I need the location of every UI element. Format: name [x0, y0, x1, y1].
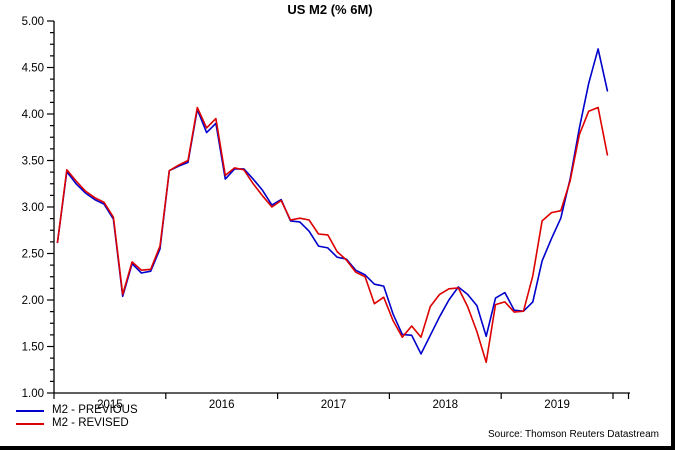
source-attribution: Source: Thomson Reuters Datastream	[487, 429, 659, 440]
y-tick-label: 1.00	[22, 388, 44, 400]
y-tick-label: 5.00	[22, 16, 44, 28]
y-tick-label: 4.00	[22, 109, 44, 121]
y-tick-label: 2.50	[22, 249, 44, 261]
legend-item-previous: M2 - PREVIOUS	[16, 404, 138, 417]
x-year-label: 2015	[97, 399, 123, 411]
y-tick-label: 3.00	[22, 202, 44, 214]
x-year-label: 2018	[433, 399, 459, 411]
series-line-revised	[56, 106, 609, 364]
y-tick-label: 1.50	[22, 342, 44, 354]
legend-item-revised: M2 - REVISED	[16, 417, 138, 430]
previous-line-swatch-icon	[16, 409, 44, 412]
y-tick-label: 4.50	[22, 63, 44, 75]
revised-line-swatch-icon	[16, 422, 44, 425]
x-year-label: 2019	[544, 399, 570, 411]
series-line-previous	[56, 48, 609, 355]
legend-label-revised: M2 - REVISED	[52, 417, 129, 429]
chart-legend: M2 - PREVIOUS M2 - REVISED	[16, 404, 138, 430]
x-year-label: 2016	[209, 399, 235, 411]
y-tick-label: 2.00	[22, 295, 44, 307]
chart-title: US M2 (% 6M)	[287, 2, 373, 17]
legend-label-previous: M2 - PREVIOUS	[52, 404, 138, 416]
y-tick-label: 3.50	[22, 156, 44, 168]
x-year-label: 2017	[321, 399, 347, 411]
